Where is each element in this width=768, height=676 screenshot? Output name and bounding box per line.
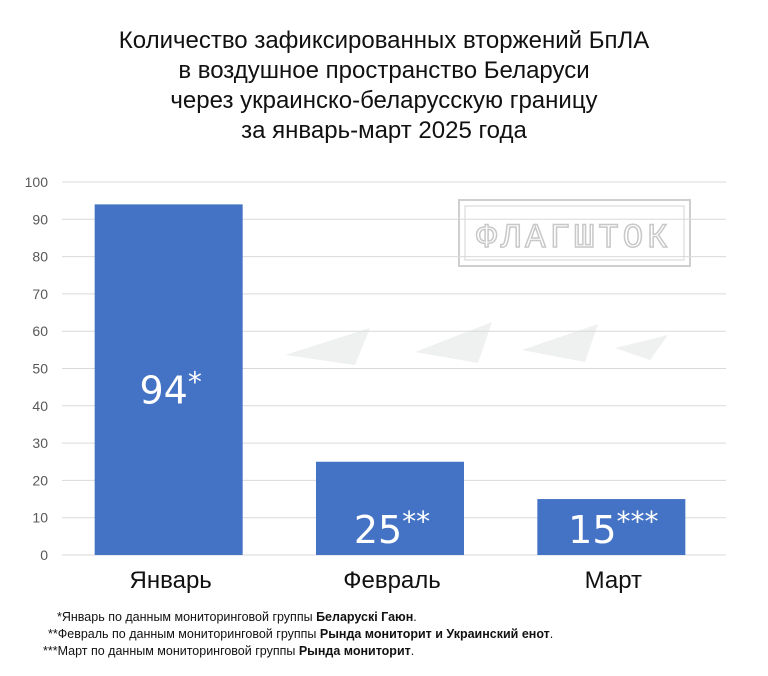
y-tick-label: 30: [32, 435, 48, 451]
bar: [316, 461, 464, 555]
watermark-plane-shape: [415, 322, 492, 363]
footnote-tail: .: [549, 627, 554, 641]
y-tick-label: 80: [32, 249, 48, 265]
y-tick-label: 60: [32, 323, 48, 339]
x-tick-label: Март: [585, 567, 642, 594]
watermark-plane-shape: [522, 324, 598, 362]
footnote: **Февраль по данным мониторинговой групп…: [48, 626, 553, 643]
data-label-value: 94: [139, 369, 187, 413]
footnote-text: Январь по данным мониторинговой группы: [61, 610, 317, 624]
y-tick-label: 90: [32, 211, 48, 227]
watermark-text: ФЛАГШТОК: [476, 220, 671, 258]
watermark-plane-shape: [615, 335, 668, 360]
data-label-mark: ***: [617, 505, 659, 538]
data-label-value: 25: [354, 508, 402, 552]
footnote-mark: ***: [43, 644, 58, 658]
y-tick-label: 50: [32, 361, 48, 377]
y-tick-label: 20: [32, 472, 48, 488]
footnote-tail: .: [410, 644, 415, 658]
y-tick-label: 10: [32, 510, 48, 526]
footnote: ***Март по данным мониторинговой группы …: [43, 643, 414, 660]
bar: [537, 499, 686, 555]
title-line: за январь-март 2025 года: [241, 117, 527, 144]
data-label-mark: **: [402, 505, 430, 538]
x-tick-label: Февраль: [343, 567, 441, 594]
watermark-plane-shape: [285, 328, 370, 365]
data-label-mark: *: [188, 366, 202, 399]
footnote: *Январь по данным мониторинговой группы …: [57, 609, 417, 626]
footnote-source: Рында мониторит и Украинский енот: [319, 627, 550, 641]
bar-chart: ФЛАГШТОК 0 10 20 30 40 50 60 70 80 90 100 94* 25** 1…: [25, 174, 726, 594]
data-label-value: 15: [568, 508, 616, 552]
footnote-mark: **: [48, 627, 58, 641]
y-tick-label: 0: [40, 547, 48, 563]
footnote-source: Беларускі Гаюн: [316, 610, 414, 624]
data-label: 25**: [354, 505, 430, 552]
bar: [94, 204, 243, 555]
footnote-tail: .: [413, 610, 417, 624]
x-tick-label: Январь: [130, 567, 212, 594]
title-line: в воздушное пространство Беларуси: [178, 57, 590, 84]
data-label: 15***: [568, 505, 658, 552]
y-tick-label: 100: [25, 174, 49, 190]
footnote-text: Февраль по данным мониторинговой группы: [57, 627, 320, 641]
title-line: Количество зафиксированных вторжений БпЛ…: [118, 27, 650, 54]
watermark-frame: [458, 199, 691, 267]
data-label: 94*: [139, 366, 201, 413]
watermark-logo: ФЛАГШТОК: [285, 199, 691, 365]
y-tick-label: 70: [32, 286, 48, 302]
footnote-text: Март по данным мониторинговой группы: [57, 644, 299, 658]
footnote-mark: *: [57, 610, 62, 624]
watermark-frame-inner: [464, 205, 685, 261]
chart-title: Количество зафиксированных вторжений БпЛ…: [0, 26, 768, 146]
title-line: через украинско-беларусскую границу: [170, 87, 598, 114]
y-tick-label: 40: [32, 398, 48, 414]
footnote-source: Рында мониторит: [298, 644, 411, 658]
